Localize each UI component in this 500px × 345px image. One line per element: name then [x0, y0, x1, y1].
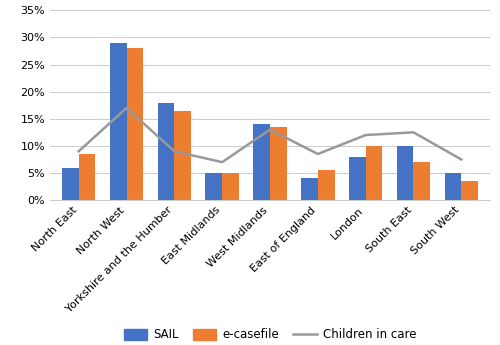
- Bar: [366, 146, 382, 200]
- Bar: [444, 173, 462, 200]
- Bar: [349, 157, 366, 200]
- Bar: [254, 124, 270, 200]
- Bar: [110, 43, 126, 200]
- Bar: [318, 170, 334, 200]
- Bar: [462, 181, 478, 200]
- Bar: [126, 48, 144, 200]
- Bar: [301, 178, 318, 200]
- Legend: SAIL, e-casefile, Children in care: SAIL, e-casefile, Children in care: [119, 324, 421, 345]
- Bar: [78, 154, 96, 200]
- Bar: [174, 111, 191, 200]
- Bar: [396, 146, 413, 200]
- Bar: [414, 162, 430, 200]
- Bar: [222, 173, 239, 200]
- Bar: [158, 102, 174, 200]
- Bar: [62, 168, 78, 200]
- Bar: [270, 127, 286, 200]
- Bar: [206, 173, 222, 200]
